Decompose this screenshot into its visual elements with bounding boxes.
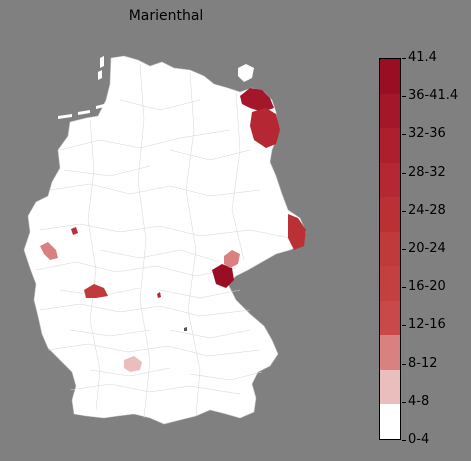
tick-mark: [402, 287, 406, 289]
colorbar: [379, 58, 401, 440]
region-koeln: [71, 227, 78, 235]
tick-mark: [402, 96, 406, 98]
tick-mark: [402, 210, 406, 212]
north-frisian-islands: [98, 56, 104, 80]
region-goerlitz: [288, 214, 306, 250]
tick-mark: [402, 134, 406, 136]
tick-label: 41.4: [408, 50, 437, 65]
region-vogtlandkreis: [212, 264, 234, 288]
tick-mark: [402, 249, 406, 250]
colorbar-ticks: 41.4 36-41.4 32-36 28-32 24-28 20-24 16-20 12-1…: [402, 50, 471, 447]
colorbar-segment: [380, 197, 400, 232]
germany-choropleth-map: [23, 55, 307, 425]
colorbar-segment: [380, 162, 400, 198]
region-rhein-erft: [40, 242, 58, 260]
region-zwickau: [224, 250, 240, 268]
tick-label: 12-16: [408, 317, 446, 333]
tick-mark: [402, 363, 406, 365]
region-uckermark: [250, 108, 280, 148]
colorbar-segment: [380, 93, 400, 129]
colorbar-segment: [380, 128, 400, 163]
colorbar-segment: [380, 231, 400, 267]
tick-mark: [402, 401, 406, 403]
region-small-dot: [184, 327, 187, 331]
colorbar-segment: [380, 335, 400, 370]
colorbar-segment: [380, 266, 400, 301]
tick-label: 16-20: [408, 279, 446, 295]
map-title: Marienthal: [128, 8, 204, 24]
ruegen-island: [238, 64, 254, 82]
region-bad-kreuznach: [84, 284, 108, 298]
tick-mark: [402, 325, 406, 327]
colorbar-segment: [380, 404, 400, 440]
colorbar-segment: [380, 59, 400, 94]
tick-label: 36-41.4: [408, 88, 459, 104]
tick-label: 0-4: [408, 432, 430, 447]
tick-mark: [402, 172, 406, 174]
tick-label: 20-24: [408, 241, 446, 256]
tick-label: 8-12: [408, 355, 438, 371]
colorbar-segment: [380, 369, 400, 405]
region-reutlingen: [124, 356, 142, 372]
tick-label: 4-8: [408, 393, 430, 409]
colorbar-segment: [380, 300, 400, 336]
region-vorpommern-greifswald: [240, 88, 274, 112]
tick-mark: [402, 58, 406, 59]
tick-label: 24-28: [408, 202, 446, 218]
region-bamberg: [157, 292, 161, 298]
tick-label: 32-36: [408, 126, 446, 142]
tick-label: 28-32: [408, 164, 446, 180]
frisian-islands: [58, 104, 104, 119]
tick-mark: [402, 440, 406, 441]
district-boundaries: [35, 63, 291, 419]
germany-outline: [23, 55, 307, 425]
